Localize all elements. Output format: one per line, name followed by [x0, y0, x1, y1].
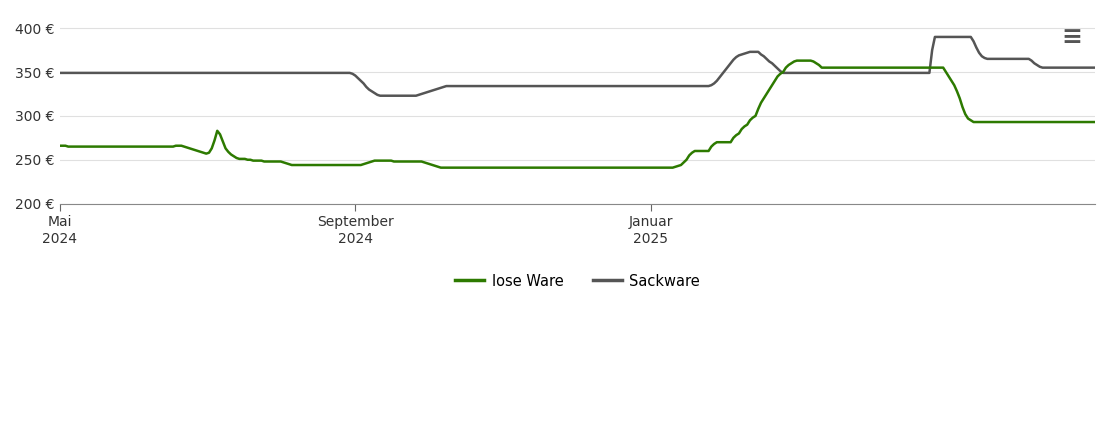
Legend: lose Ware, Sackware: lose Ware, Sackware — [450, 268, 706, 294]
Text: ≡: ≡ — [1061, 25, 1082, 49]
